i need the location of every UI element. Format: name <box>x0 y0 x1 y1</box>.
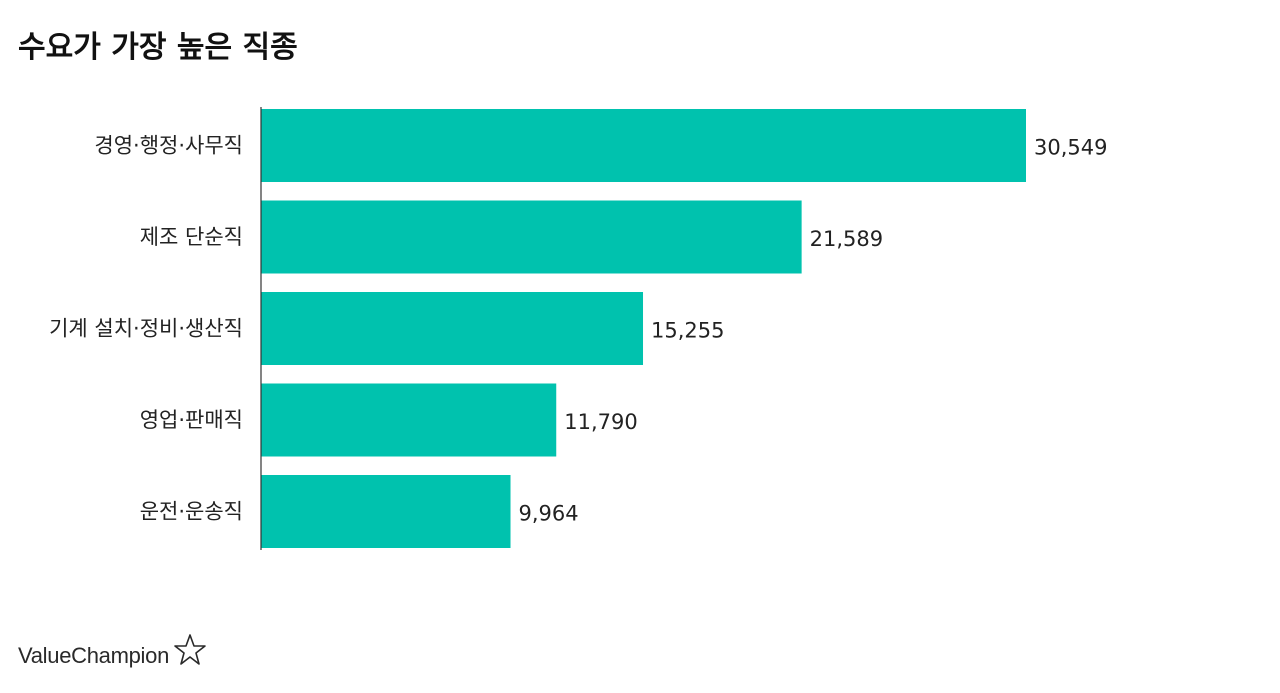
category-label-4: 운전·운송직 <box>140 500 243 524</box>
brand-logo: ValueChampion <box>18 634 207 672</box>
value-label-4: 9,964 <box>519 502 579 526</box>
bar-2 <box>261 292 644 365</box>
value-label-0: 30,549 <box>1034 136 1107 160</box>
value-label-1: 21,589 <box>810 227 883 251</box>
category-label-2: 기계 설치·정비·생산직 <box>49 317 243 341</box>
bar-3 <box>261 383 557 457</box>
value-labels: 30,549 21,589 15,255 11,790 9,964 <box>519 136 1108 526</box>
category-label-1: 제조 단순직 <box>140 225 243 249</box>
bar-1 <box>261 200 802 274</box>
value-label-3: 11,790 <box>564 410 637 434</box>
bar-0 <box>261 109 1026 182</box>
star-outline-icon <box>173 633 207 671</box>
brand-name: ValueChampion <box>18 643 170 668</box>
value-label-2: 15,255 <box>651 319 724 343</box>
category-label-3: 영업·판매직 <box>140 408 243 432</box>
bar-4 <box>261 475 511 548</box>
chart-title: 수요가 가장 높은 직종 <box>18 30 298 65</box>
category-label-0: 경영·행정·사무직 <box>94 134 243 158</box>
bars-group <box>261 109 1026 548</box>
